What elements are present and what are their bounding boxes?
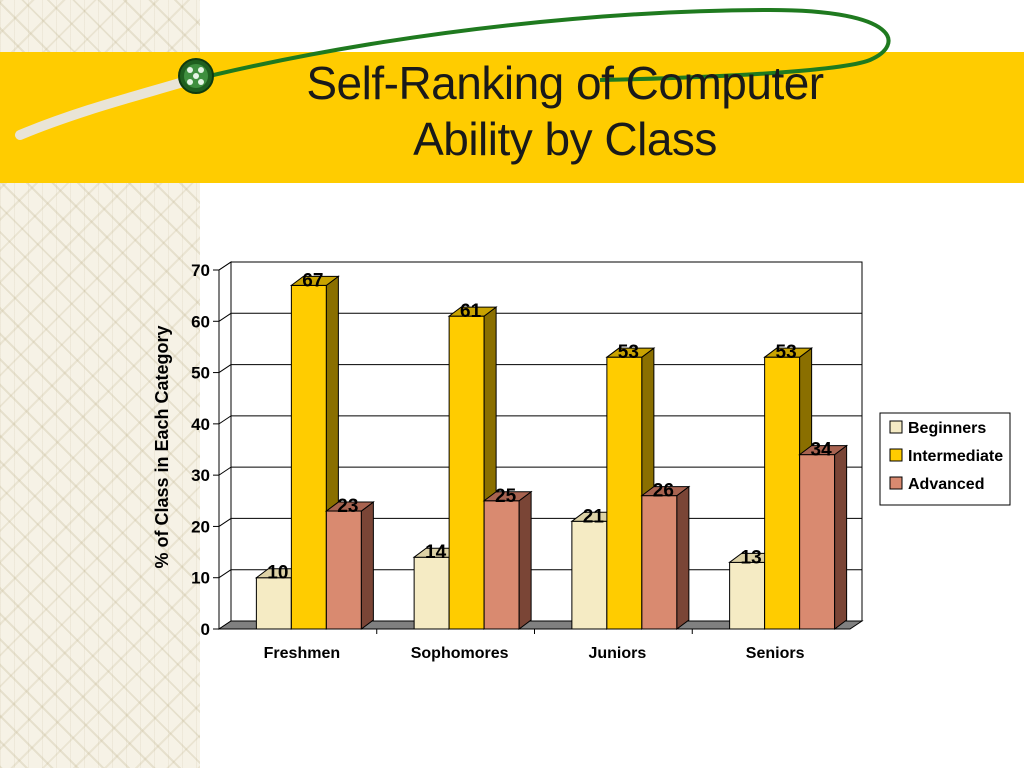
slide-title-line-2: Ability by Class	[413, 113, 717, 165]
y-tick-label: 70	[191, 261, 210, 280]
legend-swatch	[889, 420, 903, 434]
plot-area: 0 10 20 30 40 50 60 70 10 67 23 Freshmen 14 61 25 Sopho…	[191, 261, 864, 662]
bar-side	[360, 501, 374, 630]
y-axis-label: % of Class in Each Category	[152, 325, 172, 568]
y-tick-label: 60	[191, 312, 210, 331]
bar-top	[289, 275, 340, 286]
y-tick-label: 0	[201, 620, 210, 639]
data-label: 53	[776, 342, 797, 363]
bar-front	[483, 500, 520, 630]
bar-top	[482, 491, 533, 502]
bar-side	[834, 444, 848, 630]
data-label: 34	[811, 440, 833, 461]
slide-title-line-1: Self-Ranking of Computer	[306, 57, 824, 109]
data-label: 53	[618, 342, 639, 363]
bar-front	[571, 520, 608, 630]
x-tick-label: Freshmen	[264, 645, 340, 662]
bar-front	[413, 556, 450, 630]
bar-side	[676, 485, 690, 630]
legend: Beginners Intermediate Advanced	[879, 412, 1011, 506]
gridline-side	[218, 261, 232, 271]
x-tick-label: Juniors	[588, 645, 646, 662]
data-label: 25	[495, 486, 517, 507]
y-tick-label: 30	[191, 466, 210, 485]
y-tick-label: 10	[191, 569, 210, 588]
gridline-side	[218, 518, 232, 527]
bar-front	[606, 356, 643, 630]
legend-label: Advanced	[908, 476, 984, 493]
bar-front	[729, 561, 766, 630]
x-tick-label: Seniors	[746, 645, 805, 662]
bar-top	[605, 347, 656, 358]
legend-label: Intermediate	[908, 448, 1003, 465]
bar-advanced	[324, 501, 375, 630]
x-tick-label: Sophomores	[411, 645, 509, 662]
legend-swatch	[889, 448, 903, 462]
bar-advanced	[798, 444, 849, 630]
bar-top	[763, 347, 814, 358]
gridline-side	[218, 466, 232, 476]
data-label: 67	[302, 270, 323, 291]
y-tick-label: 50	[191, 364, 210, 383]
bar-front	[764, 356, 801, 630]
data-label: 23	[337, 496, 358, 517]
gridline-side	[218, 569, 232, 579]
bar-advanced	[482, 490, 533, 630]
bar-front	[641, 495, 678, 630]
y-tick-label: 20	[191, 517, 210, 536]
bar-front	[448, 315, 485, 630]
bar-front	[290, 284, 327, 630]
y-tick-label: 40	[191, 415, 210, 434]
gridline-side	[218, 312, 232, 322]
bar-advanced	[640, 485, 691, 630]
bar-front	[799, 454, 836, 630]
data-label: 13	[741, 547, 762, 568]
data-label: 21	[583, 506, 605, 527]
bar-top	[447, 306, 498, 317]
gridline-side	[218, 364, 232, 373]
legend-swatch	[889, 476, 903, 490]
bar-front	[255, 577, 292, 630]
bar-side	[518, 490, 532, 630]
data-label: 26	[653, 481, 674, 502]
data-label: 10	[267, 563, 288, 584]
gridline-side	[218, 415, 232, 425]
legend-label: Beginners	[908, 420, 986, 437]
slide-title: Self-Ranking of Computer Ability by Clas…	[230, 55, 900, 167]
bar-top	[640, 486, 691, 497]
bar-top	[798, 445, 849, 456]
data-label: 14	[425, 542, 447, 563]
bar-top	[324, 501, 375, 512]
bar-front	[325, 510, 362, 630]
data-label: 61	[460, 301, 482, 322]
